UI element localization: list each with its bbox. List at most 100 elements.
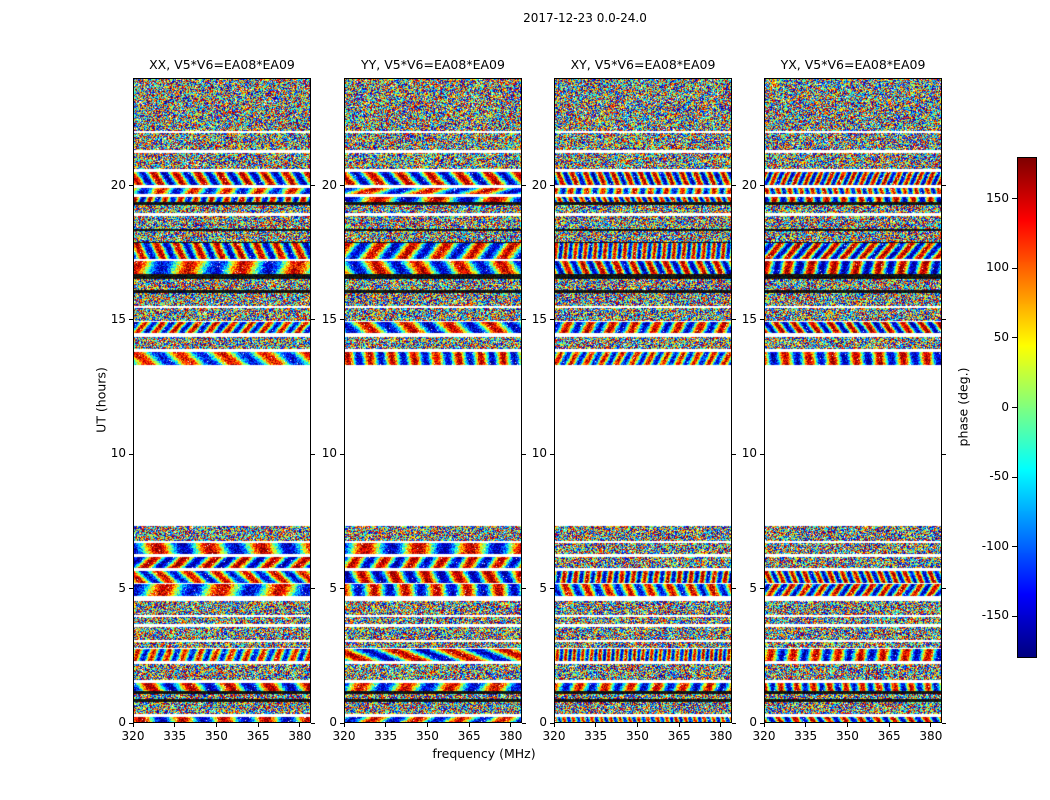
y-tick-label: 5 bbox=[539, 580, 547, 595]
panel-title: XY, V5*V6=EA08*EA09 bbox=[570, 57, 716, 72]
colorbar-tick bbox=[1012, 615, 1017, 617]
y-tick-label: 15 bbox=[741, 311, 757, 326]
x-tick bbox=[174, 723, 176, 727]
x-tick bbox=[426, 723, 428, 727]
y-tick-label: 0 bbox=[749, 715, 757, 729]
x-tick-label: 365 bbox=[877, 729, 901, 743]
colorbar bbox=[1017, 157, 1037, 658]
y-tick-right bbox=[942, 185, 946, 186]
x-tick bbox=[132, 723, 134, 727]
x-tick-label: 335 bbox=[163, 729, 187, 743]
y-tick bbox=[129, 453, 133, 455]
y-tick bbox=[129, 588, 133, 590]
y-tick-right bbox=[732, 722, 736, 724]
x-tick bbox=[636, 723, 638, 727]
y-tick-right bbox=[522, 185, 526, 186]
y-tick-right bbox=[732, 453, 736, 455]
x-tick bbox=[763, 723, 765, 727]
y-tick bbox=[760, 185, 764, 186]
y-tick-right bbox=[942, 319, 946, 321]
y-tick-right bbox=[311, 185, 315, 186]
y-tick bbox=[550, 453, 554, 455]
x-tick-label: 380 bbox=[288, 729, 312, 743]
y-tick-right bbox=[311, 588, 315, 590]
y-tick bbox=[340, 453, 344, 455]
colorbar-tick-label: 50 bbox=[993, 329, 1009, 344]
heatmap-panel bbox=[133, 78, 311, 723]
y-tick bbox=[129, 185, 133, 186]
x-tick-label: 365 bbox=[457, 729, 481, 743]
x-tick bbox=[678, 723, 680, 727]
x-tick-label: 320 bbox=[332, 729, 356, 743]
y-tick bbox=[550, 588, 554, 590]
y-tick-right bbox=[522, 453, 526, 455]
x-tick-label: 335 bbox=[584, 729, 608, 743]
colorbar-gradient bbox=[1018, 158, 1036, 657]
x-tick bbox=[510, 723, 512, 727]
y-tick bbox=[129, 319, 133, 321]
x-tick-label: 365 bbox=[667, 729, 691, 743]
x-tick bbox=[299, 723, 301, 727]
y-tick-right bbox=[732, 319, 736, 321]
heatmap-canvas bbox=[765, 79, 941, 722]
y-tick-label: 5 bbox=[329, 580, 337, 595]
x-tick-label: 350 bbox=[415, 729, 439, 743]
heatmap-canvas bbox=[345, 79, 521, 722]
x-tick bbox=[215, 723, 217, 727]
x-tick bbox=[343, 723, 345, 727]
y-tick-right bbox=[311, 453, 315, 455]
x-tick bbox=[257, 723, 259, 727]
colorbar-tick bbox=[1012, 546, 1017, 548]
y-tick-label: 10 bbox=[110, 446, 126, 461]
y-tick bbox=[340, 185, 344, 186]
colorbar-tick-label: -150 bbox=[981, 608, 1009, 623]
y-tick-label: 0 bbox=[539, 715, 547, 729]
x-tick-label: 320 bbox=[752, 729, 776, 743]
y-tick bbox=[760, 722, 764, 724]
colorbar-tick bbox=[1012, 337, 1017, 339]
x-tick bbox=[846, 723, 848, 727]
x-tick bbox=[930, 723, 932, 727]
y-tick-label: 20 bbox=[110, 177, 126, 192]
x-tick-label: 365 bbox=[246, 729, 270, 743]
y-axis-label: UT (hours) bbox=[93, 367, 109, 433]
panel-title: XX, V5*V6=EA08*EA09 bbox=[149, 57, 295, 72]
x-tick-label: 350 bbox=[204, 729, 228, 743]
y-tick-right bbox=[311, 722, 315, 724]
y-tick-label: 20 bbox=[531, 177, 547, 192]
x-tick-label: 380 bbox=[709, 729, 733, 743]
y-tick-right bbox=[311, 319, 315, 321]
x-axis-label: frequency (MHz) bbox=[432, 746, 536, 761]
heatmap-panel bbox=[344, 78, 522, 723]
heatmap-panel bbox=[764, 78, 942, 723]
x-tick bbox=[553, 723, 555, 727]
y-tick bbox=[760, 588, 764, 590]
y-tick bbox=[760, 453, 764, 455]
panel-title: YX, V5*V6=EA08*EA09 bbox=[780, 57, 926, 72]
y-tick bbox=[550, 185, 554, 186]
y-tick-right bbox=[522, 722, 526, 724]
y-tick-label: 20 bbox=[741, 177, 757, 192]
figure-title: 2017-12-23 0.0-24.0 bbox=[523, 11, 647, 25]
y-tick-right bbox=[732, 185, 736, 186]
y-tick-label: 15 bbox=[110, 311, 126, 326]
y-tick bbox=[340, 319, 344, 321]
x-tick-label: 380 bbox=[919, 729, 943, 743]
colorbar-tick bbox=[1012, 267, 1017, 269]
colorbar-tick-label: 0 bbox=[1001, 399, 1009, 414]
heatmap-canvas bbox=[134, 79, 310, 722]
x-tick bbox=[468, 723, 470, 727]
y-tick bbox=[550, 722, 554, 724]
y-tick-right bbox=[942, 453, 946, 455]
x-tick-label: 320 bbox=[542, 729, 566, 743]
colorbar-tick bbox=[1012, 476, 1017, 478]
x-tick bbox=[805, 723, 807, 727]
y-tick bbox=[340, 588, 344, 590]
colorbar-tick-label: -50 bbox=[989, 469, 1009, 484]
y-tick bbox=[340, 722, 344, 724]
colorbar-tick bbox=[1012, 198, 1017, 200]
colorbar-tick-label: 150 bbox=[986, 190, 1009, 205]
y-tick-label: 0 bbox=[118, 715, 126, 729]
heatmap-canvas bbox=[555, 79, 731, 722]
